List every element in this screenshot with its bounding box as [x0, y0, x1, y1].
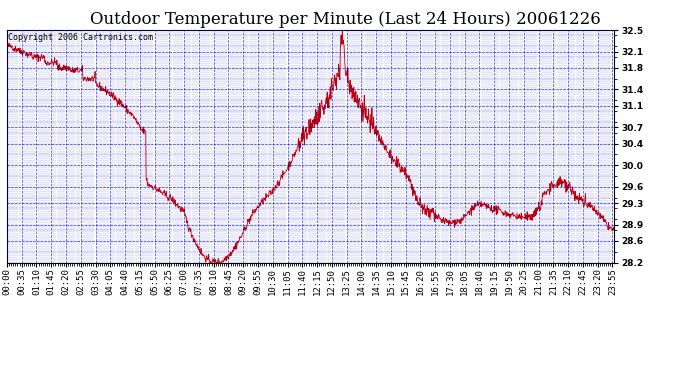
Text: Copyright 2006 Cartronics.com: Copyright 2006 Cartronics.com [8, 33, 153, 42]
Text: Outdoor Temperature per Minute (Last 24 Hours) 20061226: Outdoor Temperature per Minute (Last 24 … [90, 11, 600, 28]
